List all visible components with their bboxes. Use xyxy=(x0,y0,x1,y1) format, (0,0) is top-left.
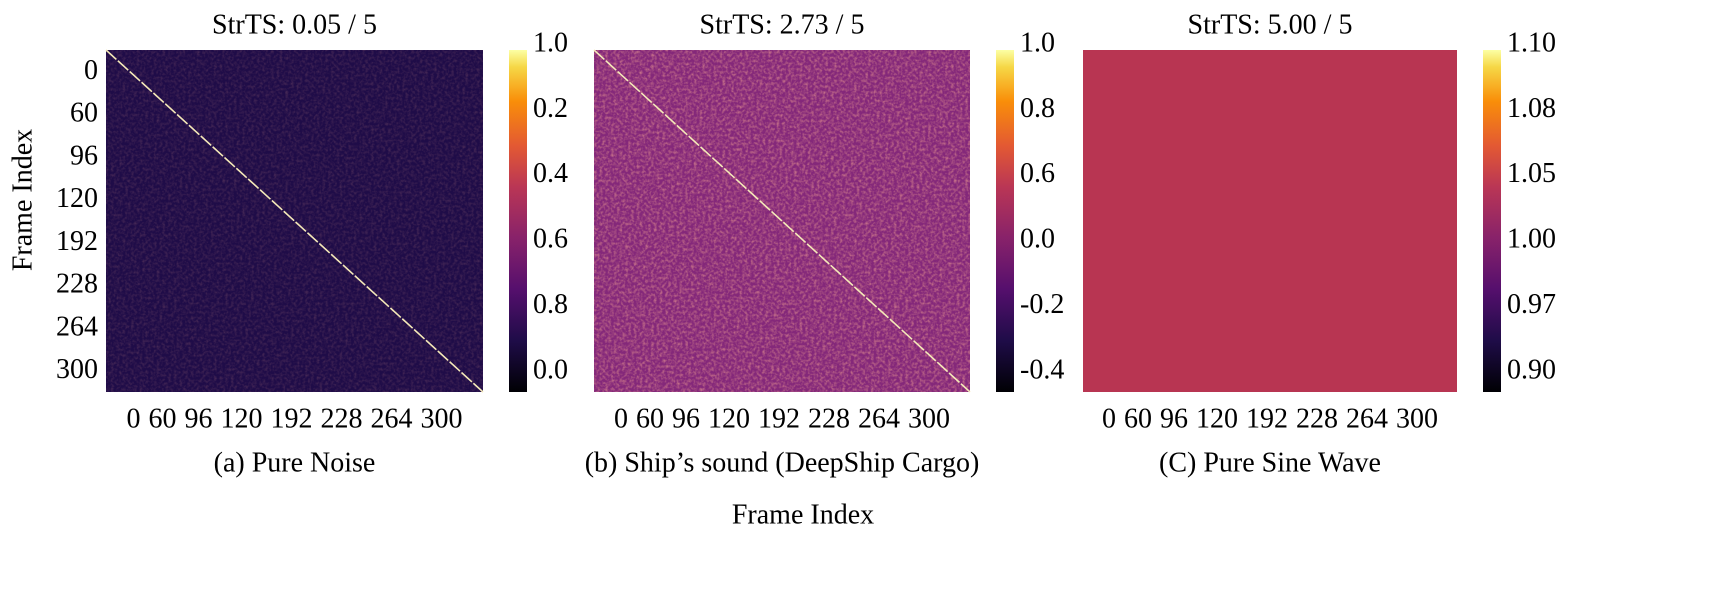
y-tick-label: 300 xyxy=(56,354,98,385)
colorbar-label: 1.05 xyxy=(1507,158,1556,189)
y-tick-label: 120 xyxy=(56,183,98,214)
panel-caption: (C) Pure Sine Wave xyxy=(1159,447,1381,478)
y-tick-label: 264 xyxy=(56,311,98,342)
x-tick-label: 120 xyxy=(1196,403,1238,434)
x-tick-label: 264 xyxy=(1346,403,1388,434)
y-tick-label: 192 xyxy=(56,226,98,257)
x-tick-label: 192 xyxy=(271,403,313,434)
colorbar-label: 0.90 xyxy=(1507,354,1556,385)
colorbar-label: 1.0 xyxy=(1020,27,1055,58)
x-axis-label: Frame Index xyxy=(732,499,874,530)
x-tick-label: 96 xyxy=(1160,403,1188,434)
diagonal xyxy=(593,49,971,393)
y-tick-label: 0 xyxy=(84,55,98,86)
colorbar-label: 0.8 xyxy=(1020,93,1055,124)
x-tick-label: 0 xyxy=(127,403,141,434)
colorbar-label: 1.0 xyxy=(533,27,568,58)
x-tick-label: 228 xyxy=(1296,403,1338,434)
colorbar-label: 0.4 xyxy=(533,158,568,189)
colorbar xyxy=(509,50,527,392)
heatmap xyxy=(1083,50,1457,392)
x-tick-label: 192 xyxy=(1246,403,1288,434)
x-tick-label: 228 xyxy=(808,403,850,434)
y-tick-label: 228 xyxy=(56,269,98,300)
colorbar-label: 0.0 xyxy=(533,354,568,385)
x-tick-label: 300 xyxy=(421,403,463,434)
colorbar-label: 1.10 xyxy=(1507,27,1556,58)
y-axis-label: Frame Index xyxy=(7,129,38,271)
x-tick-label: 120 xyxy=(221,403,263,434)
x-tick-label: 96 xyxy=(185,403,213,434)
colorbar-label: -0.4 xyxy=(1020,354,1064,385)
panel-caption: (b) Ship’s sound (DeepShip Cargo) xyxy=(585,447,980,478)
panel-title: StrTS: 0.05 / 5 xyxy=(212,9,377,40)
colorbar xyxy=(996,50,1014,392)
colorbar-label: 0.2 xyxy=(533,93,568,124)
y-tick-label: 60 xyxy=(70,98,98,129)
x-tick-label: 0 xyxy=(614,403,628,434)
colorbar-label: 0.6 xyxy=(533,224,568,255)
x-tick-label: 60 xyxy=(1124,403,1152,434)
x-tick-label: 264 xyxy=(371,403,413,434)
x-tick-label: 300 xyxy=(1396,403,1438,434)
x-tick-label: 60 xyxy=(636,403,664,434)
x-tick-label: 228 xyxy=(321,403,363,434)
y-tick-label: 96 xyxy=(70,140,98,171)
x-tick-label: 300 xyxy=(908,403,950,434)
x-tick-label: 60 xyxy=(149,403,177,434)
colorbar-label: 0.0 xyxy=(1020,224,1055,255)
colorbar-label: 0.8 xyxy=(533,289,568,320)
diagonal xyxy=(105,49,484,393)
colorbar-label: 0.97 xyxy=(1507,289,1556,320)
colorbar-label: 1.00 xyxy=(1507,224,1556,255)
x-tick-label: 0 xyxy=(1102,403,1116,434)
colorbar xyxy=(1483,50,1501,392)
x-tick-label: 96 xyxy=(672,403,700,434)
colorbar-label: 1.08 xyxy=(1507,93,1556,124)
panel-caption: (a) Pure Noise xyxy=(214,447,376,478)
panel-title: StrTS: 2.73 / 5 xyxy=(700,9,865,40)
x-tick-label: 120 xyxy=(708,403,750,434)
x-tick-label: 264 xyxy=(858,403,900,434)
panel-title: StrTS: 5.00 / 5 xyxy=(1188,9,1353,40)
x-tick-label: 192 xyxy=(758,403,800,434)
colorbar-label: 0.6 xyxy=(1020,158,1055,189)
colorbar-label: -0.2 xyxy=(1020,289,1064,320)
